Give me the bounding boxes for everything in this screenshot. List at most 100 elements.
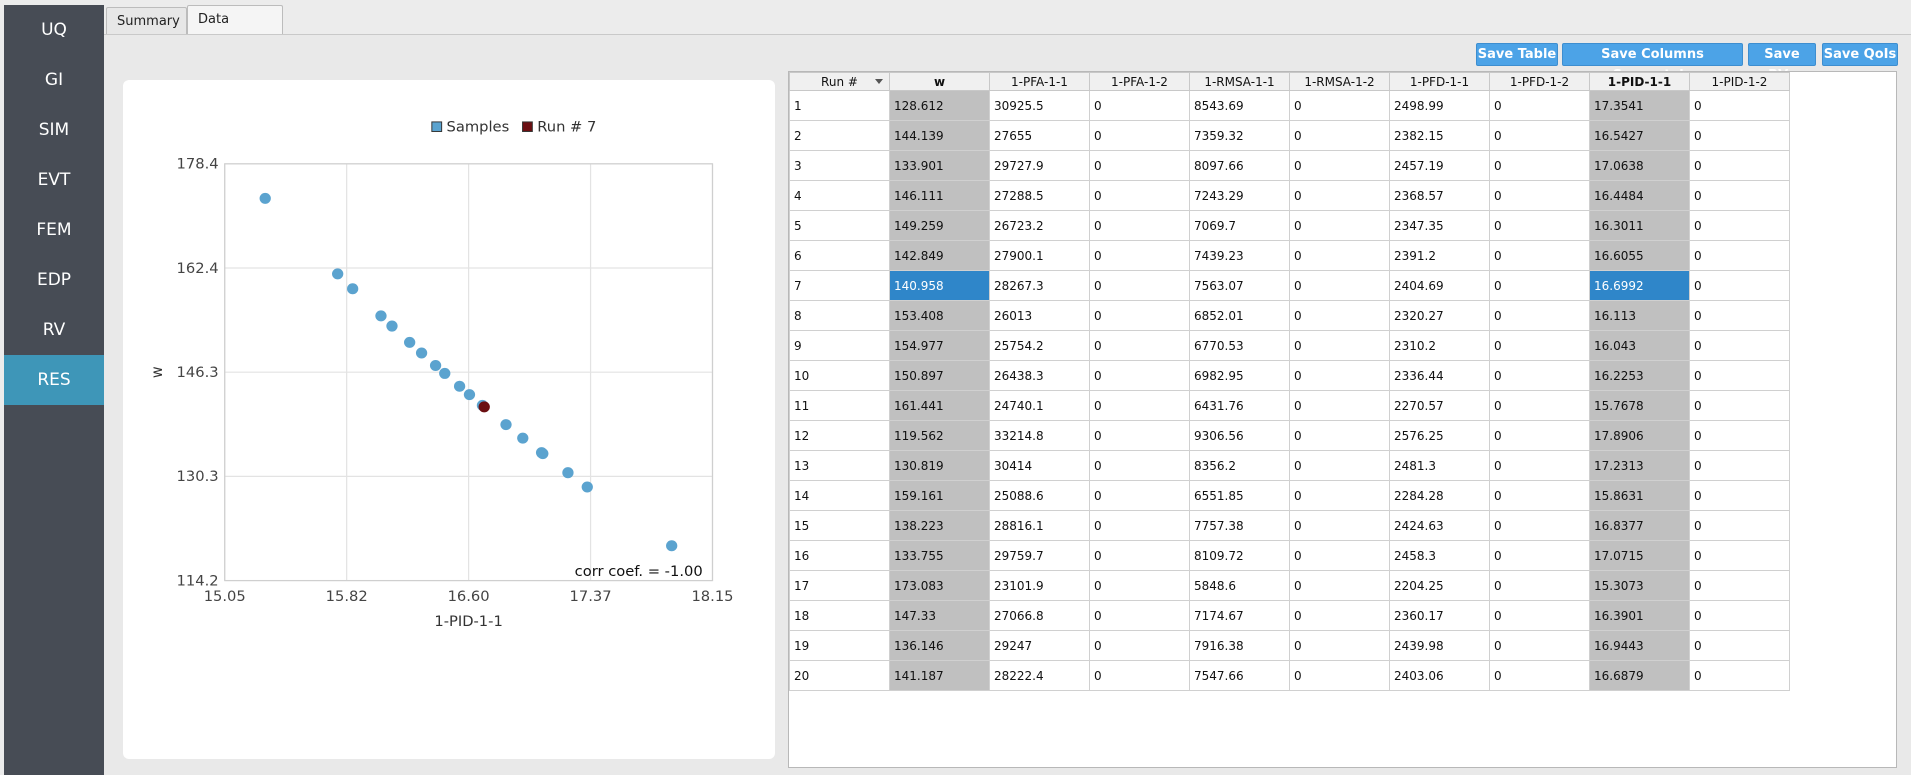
table-cell[interactable]: 161.441	[889, 390, 990, 421]
sidebar-item-uq[interactable]: UQ	[41, 20, 67, 40]
table-cell[interactable]: 0	[1089, 390, 1190, 421]
table-cell[interactable]: 2347.35	[1389, 210, 1490, 241]
table-cell[interactable]: 0	[1289, 480, 1390, 511]
column-header-w[interactable]: w	[889, 72, 990, 91]
table-cell[interactable]: 17.0638	[1589, 150, 1690, 181]
table-cell[interactable]: 142.849	[889, 240, 990, 271]
table-cell[interactable]: 0	[1089, 450, 1190, 481]
table-cell[interactable]: 0	[1289, 120, 1390, 151]
table-cell[interactable]: 16.3011	[1589, 210, 1690, 241]
table-cell[interactable]: 0	[1089, 120, 1190, 151]
table-cell[interactable]: 0	[1289, 540, 1390, 571]
table-cell[interactable]: 173.083	[889, 570, 990, 601]
table-cell[interactable]: 27655	[989, 120, 1090, 151]
table-cell[interactable]: 2481.3	[1389, 450, 1490, 481]
table-cell[interactable]: 146.111	[889, 180, 990, 211]
table-cell[interactable]: 0	[1689, 180, 1790, 211]
table-cell[interactable]: 15.8631	[1589, 480, 1690, 511]
table-cell[interactable]: 2368.57	[1389, 180, 1490, 211]
table-cell[interactable]: 16.6055	[1589, 240, 1690, 271]
table-cell[interactable]: 0	[1489, 210, 1590, 241]
table-cell[interactable]: 0	[1489, 90, 1590, 121]
table-cell[interactable]: 0	[1289, 420, 1390, 451]
column-header-1-pfd-1-2[interactable]: 1-PFD-1-2	[1489, 72, 1590, 91]
table-cell[interactable]: 147.33	[889, 600, 990, 631]
table-cell[interactable]: 0	[1689, 330, 1790, 361]
table-row[interactable]: 5 149.259 26723.2 0 7069.7 0 2347.35 0 16.3011 0	[789, 210, 1790, 241]
table-cell[interactable]: 0	[1089, 360, 1190, 391]
table-cell[interactable]: 29759.7	[989, 540, 1090, 571]
table-cell[interactable]: 0	[1089, 90, 1190, 121]
table-cell[interactable]: 30925.5	[989, 90, 1090, 121]
table-cell[interactable]: 0	[1689, 150, 1790, 181]
table-cell[interactable]: 0	[1289, 180, 1390, 211]
table-cell[interactable]: 2270.57	[1389, 390, 1490, 421]
table-cell[interactable]: 0	[1489, 420, 1590, 451]
table-row[interactable]: 3 133.901 29727.9 0 8097.66 0 2457.19 0 17.0638 0	[789, 150, 1790, 181]
column-header-1-pid-1-2[interactable]: 1-PID-1-2	[1689, 72, 1790, 91]
table-cell[interactable]: 29727.9	[989, 150, 1090, 181]
table-cell[interactable]: 0	[1489, 660, 1590, 691]
save-rvs-button[interactable]: Save RVs	[1748, 43, 1816, 83]
table-cell[interactable]: 28816.1	[989, 510, 1090, 541]
table-row[interactable]: 16 133.755 29759.7 0 8109.72 0 2458.3 0 17.0715 0	[789, 540, 1790, 571]
table-cell[interactable]: 6	[789, 240, 890, 271]
table-cell[interactable]: 7916.38	[1189, 630, 1290, 661]
table-cell[interactable]: 0	[1689, 480, 1790, 511]
table-cell[interactable]: 14	[789, 480, 890, 511]
table-row[interactable]: 6 142.849 27900.1 0 7439.23 0 2391.2 0 16.6055 0	[789, 240, 1790, 271]
table-row[interactable]: 8 153.408 26013 0 6852.01 0 2320.27 0 16.113 0	[789, 300, 1790, 331]
sidebar-item-sim[interactable]: SIM	[38, 120, 70, 140]
table-cell[interactable]: 133.901	[889, 150, 990, 181]
column-header-1-rmsa-1-2[interactable]: 1-RMSA-1-2	[1289, 72, 1390, 91]
table-cell[interactable]: 7757.38	[1189, 510, 1290, 541]
table-cell[interactable]: 0	[1489, 450, 1590, 481]
table-cell[interactable]: 19	[789, 630, 890, 661]
table-cell[interactable]: 2204.25	[1389, 570, 1490, 601]
table-cell[interactable]: 8543.69	[1189, 90, 1290, 121]
table-cell[interactable]: 16.9443	[1589, 630, 1690, 661]
table-cell[interactable]: 0	[1489, 240, 1590, 271]
column-header-run[interactable]: Run #	[789, 72, 890, 91]
table-cell[interactable]: 17.8906	[1589, 420, 1690, 451]
table-cell[interactable]: 2498.99	[1389, 90, 1490, 121]
table-row[interactable]: 19 136.146 29247 0 7916.38 0 2439.98 0 16.9443 0	[789, 630, 1790, 661]
table-cell[interactable]: 4	[789, 180, 890, 211]
table-cell[interactable]: 0	[1289, 450, 1390, 481]
table-cell[interactable]: 0	[1089, 240, 1190, 271]
table-cell[interactable]: 119.562	[889, 420, 990, 451]
table-cell[interactable]: 0	[1689, 240, 1790, 271]
table-cell[interactable]: 0	[1689, 660, 1790, 691]
table-cell[interactable]: 16.043	[1589, 330, 1690, 361]
table-cell[interactable]: 6982.95	[1189, 360, 1290, 391]
table-cell[interactable]: 6770.53	[1189, 330, 1290, 361]
data-table-panel[interactable]: Run # w 1-PFA-1-1 1-PFA-1-2 1-RMSA-1-1 1-RMSA…	[788, 71, 1897, 768]
table-cell[interactable]: 0	[1689, 570, 1790, 601]
table-cell[interactable]: 33214.8	[989, 420, 1090, 451]
table-cell[interactable]: 16.113	[1589, 300, 1690, 331]
table-cell[interactable]: 7174.67	[1189, 600, 1290, 631]
table-cell[interactable]: 7069.7	[1189, 210, 1290, 241]
table-cell[interactable]: 0	[1089, 420, 1190, 451]
table-cell[interactable]: 0	[1489, 540, 1590, 571]
table-cell[interactable]: 0	[1289, 660, 1390, 691]
table-cell[interactable]: 2382.15	[1389, 120, 1490, 151]
table-cell[interactable]: 0	[1289, 300, 1390, 331]
table-cell[interactable]: 7547.66	[1189, 660, 1290, 691]
table-row[interactable]: 2 144.139 27655 0 7359.32 0 2382.15 0 16.5427 0	[789, 120, 1790, 151]
table-cell[interactable]: 0	[1689, 600, 1790, 631]
table-cell[interactable]: 2310.2	[1389, 330, 1490, 361]
table-cell[interactable]: 23101.9	[989, 570, 1090, 601]
table-cell[interactable]: 2424.63	[1389, 510, 1490, 541]
table-cell[interactable]: 0	[1689, 630, 1790, 661]
table-row[interactable]: 20 141.187 28222.4 0 7547.66 0 2403.06 0 16.6879…	[789, 660, 1790, 691]
table-cell[interactable]: 0	[1689, 540, 1790, 571]
table-row[interactable]: 7 140.958 28267.3 0 7563.07 0 2404.69 0 16.6992 0	[789, 270, 1790, 301]
table-cell[interactable]: 140.958	[889, 270, 990, 301]
table-cell[interactable]: 16.4484	[1589, 180, 1690, 211]
table-cell[interactable]: 0	[1689, 510, 1790, 541]
table-cell[interactable]: 0	[1489, 630, 1590, 661]
table-cell[interactable]: 29247	[989, 630, 1090, 661]
table-row[interactable]: 12 119.562 33214.8 0 9306.56 0 2576.25 0 17.8906…	[789, 420, 1790, 451]
table-cell[interactable]: 0	[1689, 120, 1790, 151]
